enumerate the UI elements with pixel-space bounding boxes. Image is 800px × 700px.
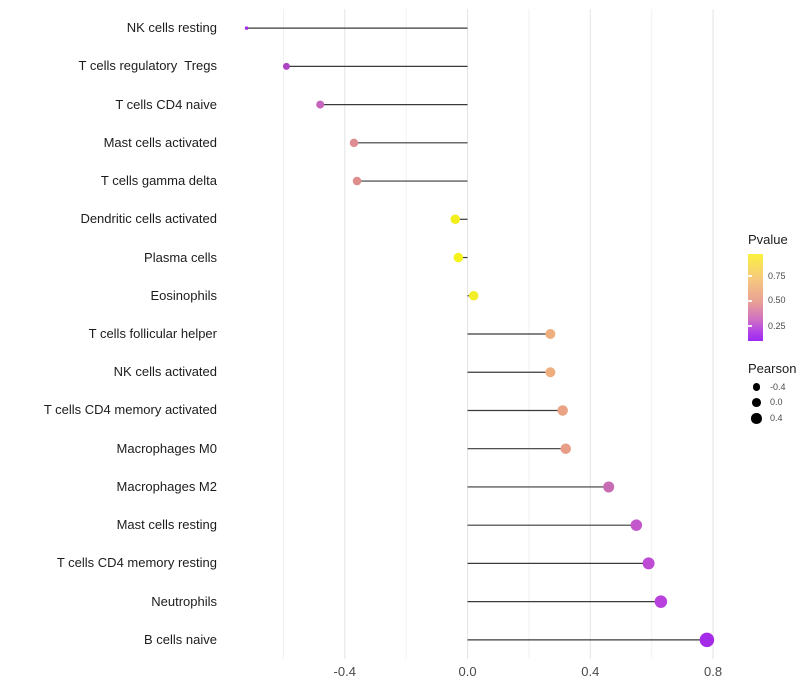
lollipop-point xyxy=(450,214,460,225)
y-axis-label: Mast cells resting xyxy=(116,517,217,533)
pearson-size-dot xyxy=(751,413,762,424)
y-axis-label: Plasma cells xyxy=(144,249,217,265)
pvalue-tick-label: 0.50 xyxy=(768,295,786,306)
lollipop-point xyxy=(560,443,571,454)
lollipop-point xyxy=(453,252,464,263)
pearson-size-label: 0.4 xyxy=(770,412,783,423)
pvalue-gradient-tick xyxy=(748,275,752,277)
y-axis-label: T cells regulatory Tregs xyxy=(78,58,217,74)
lollipop-point xyxy=(349,138,359,148)
lollipop-point xyxy=(699,632,715,648)
lollipop-point xyxy=(244,26,249,30)
y-axis-label: Macrophages M2 xyxy=(116,478,217,494)
y-axis-label: Mast cells activated xyxy=(103,134,217,150)
x-axis-tick-label: 0.8 xyxy=(704,664,723,679)
pearson-legend-title: Pearson xyxy=(748,361,797,376)
y-axis-label: T cells CD4 naive xyxy=(115,96,217,112)
lollipop-point xyxy=(654,595,668,608)
pearson-size-dot xyxy=(752,383,761,391)
lollipop-point xyxy=(603,481,615,493)
lollipop-point xyxy=(545,367,556,378)
pvalue-legend-title: Pvalue xyxy=(748,232,788,247)
y-axis-label: NK cells resting xyxy=(126,20,217,36)
pvalue-gradient-bar xyxy=(748,254,763,341)
pvalue-tick-label: 0.25 xyxy=(768,320,786,331)
lollipop-point xyxy=(282,62,290,70)
x-axis-tick-label: -0.4 xyxy=(333,664,356,679)
lollipop-point xyxy=(468,291,479,301)
pearson-size-dot xyxy=(752,398,761,408)
lollipop-point xyxy=(630,519,643,531)
y-axis-label: T cells CD4 memory resting xyxy=(56,555,217,571)
lollipop-point xyxy=(316,100,325,109)
lollipop-point xyxy=(352,176,362,186)
y-axis-label: Eosinophils xyxy=(150,287,218,303)
y-axis-label: NK cells activated xyxy=(113,364,217,380)
lollipop-point xyxy=(642,557,655,570)
pvalue-gradient-tick xyxy=(748,325,752,328)
pearson-size-label: 0.0 xyxy=(770,397,783,408)
y-axis-label: Macrophages M0 xyxy=(116,440,217,456)
y-axis-label: Neutrophils xyxy=(151,593,217,609)
pearson-size-label: -0.4 xyxy=(770,381,786,392)
lollipop-point xyxy=(545,329,556,339)
x-axis-tick-label: 0.0 xyxy=(458,664,477,679)
x-axis-tick-label: 0.4 xyxy=(581,664,600,679)
y-axis-label: Dendritic cells activated xyxy=(80,211,217,227)
lollipop-point xyxy=(557,405,568,416)
pvalue-gradient-tick xyxy=(748,299,752,302)
y-axis-label: T cells follicular helper xyxy=(88,326,217,341)
y-axis-label: T cells CD4 memory activated xyxy=(43,402,217,418)
y-axis-label: B cells naive xyxy=(144,631,217,647)
y-axis-label: T cells gamma delta xyxy=(100,173,217,189)
pvalue-tick-label: 0.75 xyxy=(768,270,786,281)
